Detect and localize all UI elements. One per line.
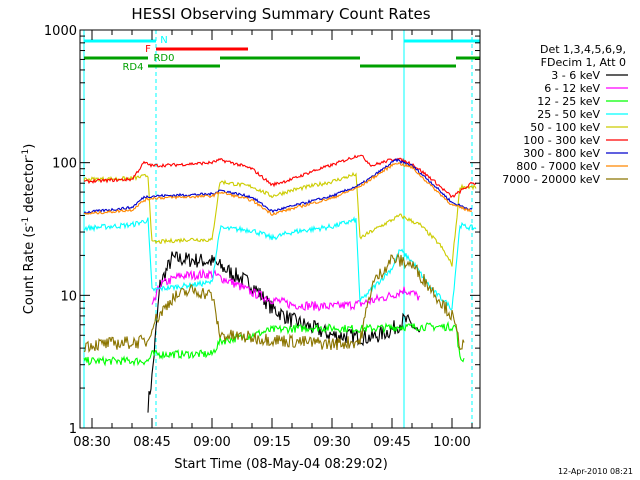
flag-label-rd0: RD0 (153, 53, 174, 64)
series-line (83, 216, 477, 311)
series-line (83, 171, 477, 267)
series-line (83, 320, 465, 367)
legend-header: Det 1,3,4,5,6,9, (540, 43, 626, 56)
x-tick-label: 10:00 (433, 435, 470, 450)
x-tick-label: 09:45 (373, 435, 410, 450)
y-label-main: Count Rate (s (22, 226, 37, 315)
y-label-end: ) (22, 144, 37, 149)
legend-label: 300 - 800 keV (523, 147, 600, 160)
series-line (83, 161, 473, 216)
legend-label: 25 - 50 keV (537, 108, 600, 121)
flag-label-rd4: RD4 (122, 62, 143, 73)
y-label-mid: detector (22, 157, 37, 217)
chart-title: HESSI Observing Summary Count Rates (131, 5, 430, 23)
legend-label: 6 - 12 keV (544, 82, 600, 95)
legend-label: 50 - 100 keV (530, 121, 600, 134)
legend-label: 3 - 6 keV (551, 69, 600, 82)
flag-label-n: N (160, 35, 167, 46)
x-axis: 08:30 08:45 09:00 09:15 09:30 09:45 10:00 (73, 30, 473, 450)
y-axis: 1 10 100 1000 (44, 24, 480, 437)
footer-timestamp: 12-Apr-2010 08:21 (558, 467, 633, 476)
x-tick-label: 08:30 (73, 435, 110, 450)
series-line (151, 268, 421, 312)
legend-label: 7000 - 20000 keV (502, 173, 600, 186)
legend-label: 12 - 25 keV (537, 95, 600, 108)
y-axis-label: Count Rate (s-1 detector-1) (21, 144, 37, 315)
legend: Det 1,3,4,5,6,9,FDecim 1, Att 03 - 6 keV… (502, 43, 628, 186)
x-tick-label: 09:00 (193, 435, 230, 450)
legend-header: FDecim 1, Att 0 (541, 56, 626, 69)
y-label-sup2: -1 (21, 149, 31, 158)
y-tick-label: 1 (69, 422, 77, 437)
legend-label: 100 - 300 keV (523, 134, 600, 147)
x-tick-label: 09:15 (253, 435, 290, 450)
plot-frame (79, 29, 481, 429)
series-line (83, 252, 465, 353)
x-tick-label: 08:45 (133, 435, 170, 450)
y-tick-label: 10 (60, 289, 77, 304)
x-tick-label: 09:30 (313, 435, 350, 450)
flag-label-f: F (145, 44, 151, 55)
x-axis-label: Start Time (08-May-04 08:29:02) (174, 457, 388, 472)
y-label-sup1: -1 (21, 217, 31, 226)
series-line (147, 251, 421, 413)
y-tick-label: 1000 (44, 24, 77, 39)
series-line (83, 157, 473, 215)
y-tick-label: 100 (52, 157, 77, 172)
legend-label: 800 - 7000 keV (516, 160, 600, 173)
series-line (83, 154, 477, 199)
